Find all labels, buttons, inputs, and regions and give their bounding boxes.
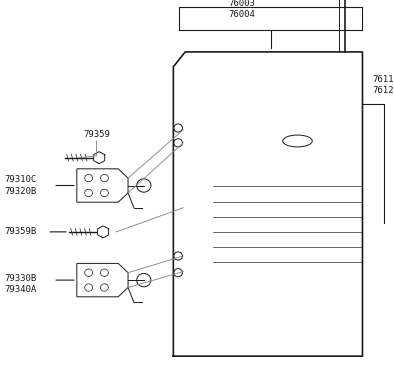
Text: 79310C
79320B: 79310C 79320B [4,175,36,196]
Text: 76111
76121: 76111 76121 [373,75,394,95]
Text: 79359B: 79359B [4,227,36,236]
Text: 79359: 79359 [83,130,110,139]
Text: 76003
76004: 76003 76004 [229,0,256,19]
Text: 79330B
79340A: 79330B 79340A [4,274,36,294]
